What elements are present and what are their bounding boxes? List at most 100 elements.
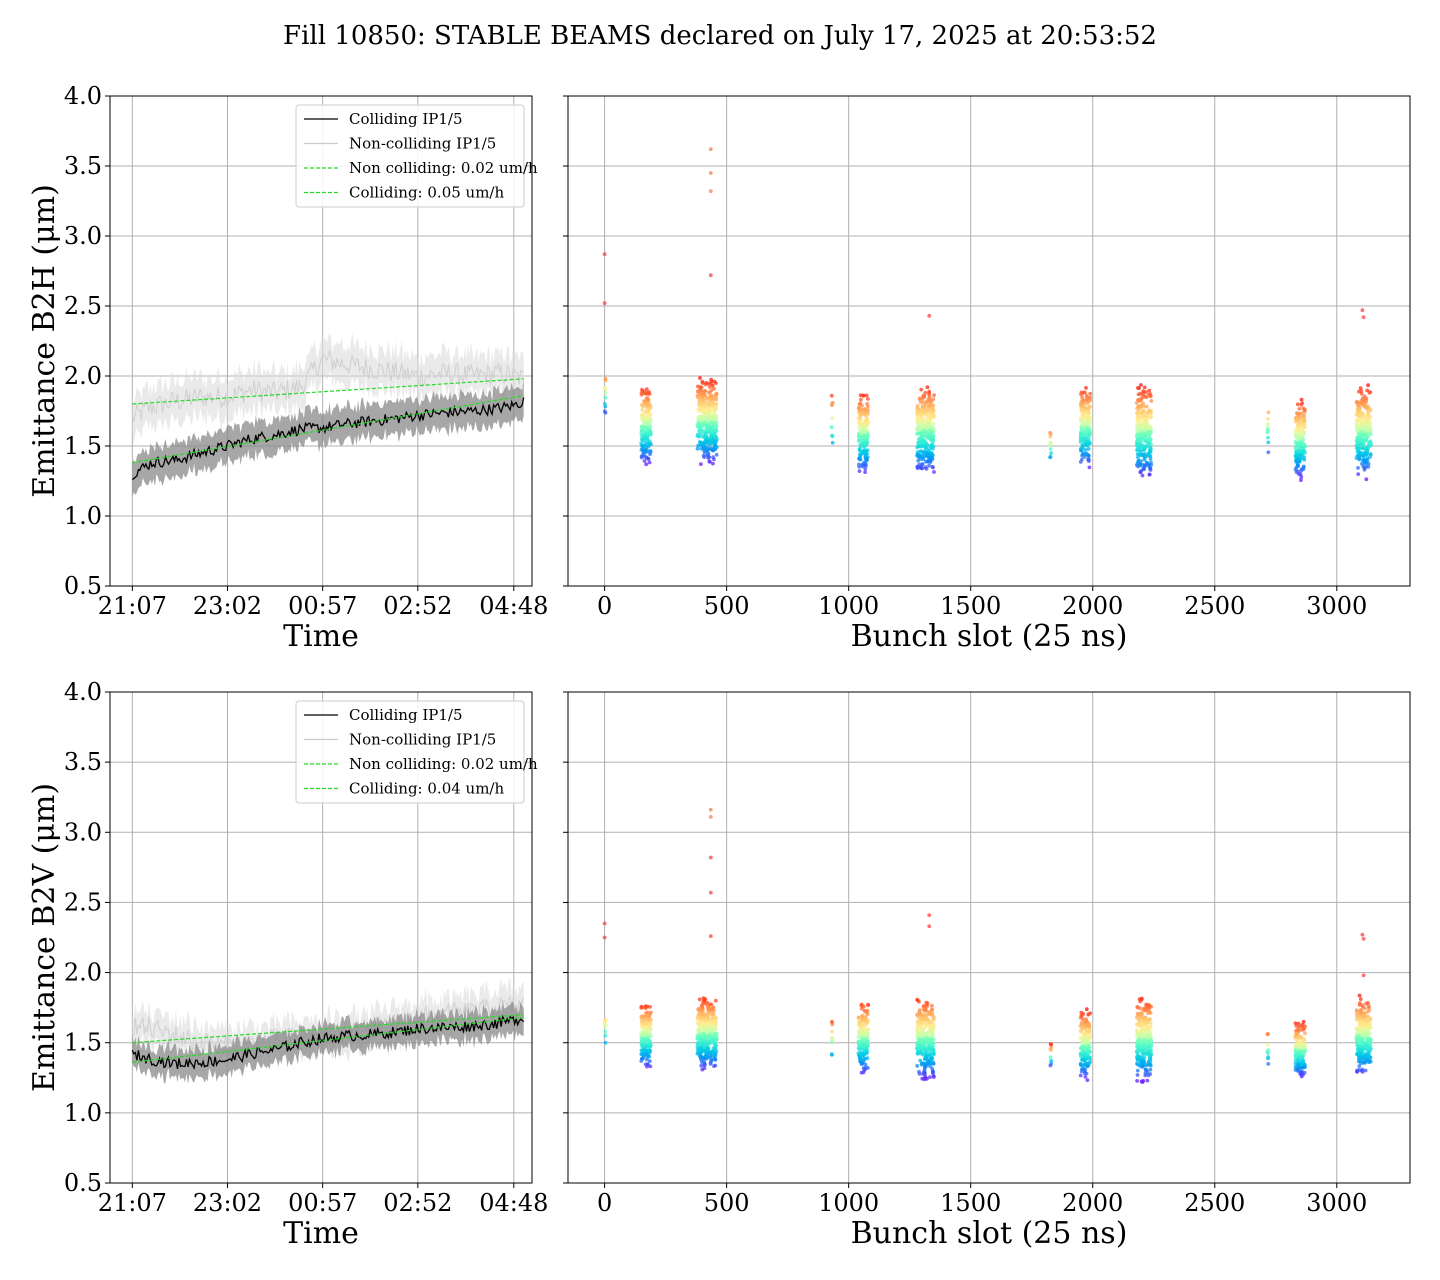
scatter-point <box>1364 452 1369 456</box>
scatter-point <box>640 1056 645 1061</box>
x-tick-label: 23:02 <box>193 1189 262 1217</box>
scatter-point <box>1367 1060 1371 1065</box>
scatter-point <box>1149 415 1153 419</box>
scatter-point <box>926 1019 931 1024</box>
scatter-point <box>1048 1047 1053 1052</box>
scatter-point <box>711 1026 716 1031</box>
scatter-point <box>1357 993 1362 998</box>
scatter-point <box>930 1038 935 1042</box>
scatter-point <box>1266 435 1270 440</box>
scatter-point <box>700 1005 705 1010</box>
scatter-point <box>702 455 706 459</box>
scatter-point <box>915 1064 920 1068</box>
scatter-point <box>926 1045 930 1050</box>
scatter-point <box>1083 1071 1087 1076</box>
scatter-point <box>1138 448 1143 452</box>
scatter-point <box>699 1011 704 1016</box>
scatter-point <box>641 1032 646 1037</box>
y-tick-label: 3.5 <box>64 152 102 180</box>
x-tick-label: 1500 <box>940 1189 1001 1217</box>
scatter-point <box>864 1051 869 1056</box>
scatter-point <box>1302 1049 1307 1054</box>
scatter-point <box>711 1020 716 1025</box>
x-tick-label: 2500 <box>1184 592 1245 620</box>
scatter-point <box>704 416 708 421</box>
scatter-point <box>919 387 924 392</box>
scatter-point <box>924 1016 929 1021</box>
scatter-point <box>915 445 920 450</box>
scatter-point <box>603 395 608 400</box>
scatter-point <box>702 1021 707 1026</box>
scatter-point <box>1078 1028 1083 1033</box>
scatter-point <box>1084 386 1088 390</box>
y-tick-label: 2.5 <box>64 292 102 320</box>
scatter-point <box>1295 462 1300 467</box>
scatter-point <box>1148 466 1153 471</box>
scatter-point <box>1136 1045 1141 1050</box>
scatter-point <box>709 421 714 425</box>
scatter-point <box>861 393 866 398</box>
scatter-point <box>1368 428 1373 432</box>
scatter-point <box>1355 1014 1359 1019</box>
scatter-point <box>1148 457 1153 461</box>
scatter-point <box>1048 441 1052 445</box>
scatter-point <box>1083 1038 1088 1043</box>
x-tick-label: 0 <box>597 1189 612 1217</box>
scatter-point <box>1139 432 1143 436</box>
scatter-point <box>1146 411 1151 416</box>
scatter-outlier <box>1361 973 1366 978</box>
series-band <box>132 1001 524 1085</box>
scatter-point <box>1081 421 1085 426</box>
scatter-point <box>928 1064 932 1068</box>
scatter-point <box>1147 388 1152 393</box>
y-tick-label: 0.5 <box>64 572 102 600</box>
scatter-point <box>915 416 920 421</box>
scatter-point <box>1142 1038 1147 1042</box>
scatter-point <box>698 428 703 433</box>
scatter-point <box>859 421 864 426</box>
scatter-point <box>1361 1013 1365 1018</box>
scatter-point <box>921 439 926 444</box>
scatter-point <box>1079 448 1083 453</box>
scatter-point <box>705 1047 710 1052</box>
scatter-point <box>696 432 700 437</box>
scatter-point <box>1369 1038 1373 1042</box>
scatter-point <box>1296 1066 1301 1071</box>
scatter-point <box>1301 414 1306 419</box>
legend-label: Non colliding: 0.02 um/h <box>349 159 538 177</box>
scatter-point <box>1143 1051 1148 1056</box>
scatter-point <box>697 1037 702 1042</box>
scatter-point <box>862 1057 867 1062</box>
x-tick-label: 2000 <box>1062 1189 1123 1217</box>
scatter-point <box>1142 1019 1146 1024</box>
scatter-point <box>1360 443 1364 447</box>
scatter-point <box>1141 408 1146 413</box>
scatter-point <box>1139 383 1143 387</box>
scatter-point <box>1084 393 1089 398</box>
scatter-point <box>1138 1032 1143 1037</box>
scatter-point <box>1148 437 1153 442</box>
scatter-point <box>1298 426 1302 431</box>
scatter-point <box>858 438 863 443</box>
scatter-point <box>830 433 834 438</box>
scatter-point <box>1144 390 1148 394</box>
scatter-point <box>708 1021 713 1026</box>
scatter-point <box>928 431 933 436</box>
scatter-point <box>857 1042 861 1047</box>
scatter-point <box>714 429 719 433</box>
scatter-point <box>1356 1044 1361 1048</box>
scatter-point <box>1138 1037 1143 1042</box>
scatter-point <box>1265 1042 1270 1047</box>
scatter-point <box>639 455 644 460</box>
scatter-point <box>641 1026 645 1030</box>
axes-top-right: 0 500 1000 1500 2000 2500 3000 Bunch slot (25 n… <box>563 95 1411 654</box>
scatter-point <box>1266 450 1271 455</box>
scatter-point <box>703 389 707 393</box>
scatter-point <box>1084 451 1089 456</box>
scatter-point <box>1368 1031 1373 1035</box>
scatter-point <box>928 1075 932 1079</box>
scatter-point <box>714 420 719 425</box>
scatter-points <box>602 807 1373 1084</box>
scatter-point <box>1301 425 1306 430</box>
